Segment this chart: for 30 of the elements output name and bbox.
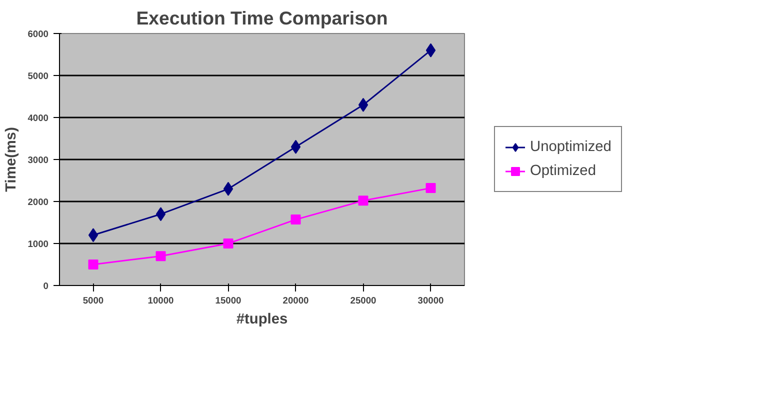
point bbox=[426, 183, 436, 194]
y-tick-label: 6000 bbox=[28, 29, 49, 39]
x-axis-title: #tuples bbox=[236, 312, 288, 328]
x-tick-label: 5000 bbox=[82, 296, 104, 306]
y-tick-label: 1000 bbox=[28, 239, 49, 249]
point bbox=[156, 207, 166, 222]
point bbox=[156, 251, 166, 262]
point bbox=[88, 228, 98, 242]
y-tick-label: 5000 bbox=[28, 71, 49, 81]
x-tick-label: 15000 bbox=[215, 296, 242, 306]
legend-label: Unoptimized bbox=[530, 139, 612, 155]
y-axis-title: Time(ms) bbox=[4, 126, 20, 192]
point bbox=[88, 260, 98, 270]
point bbox=[223, 182, 234, 196]
point bbox=[223, 238, 234, 248]
point bbox=[358, 196, 368, 206]
chart-title: Execution Time Comparison bbox=[136, 8, 388, 28]
x-tick-label: 10000 bbox=[148, 296, 174, 306]
point bbox=[426, 43, 436, 58]
point bbox=[290, 214, 301, 225]
x-tick-label: 30000 bbox=[418, 296, 444, 306]
y-tick-label: 0 bbox=[43, 281, 49, 291]
y-tick-label: 2000 bbox=[28, 197, 49, 207]
point bbox=[290, 140, 301, 154]
point bbox=[358, 98, 368, 112]
legend-label: Optimized bbox=[530, 163, 596, 179]
x-tick-label: 25000 bbox=[350, 296, 376, 306]
x-tick-label: 20000 bbox=[282, 296, 309, 306]
y-tick-label: 4000 bbox=[28, 113, 49, 123]
y-tick-label: 3000 bbox=[28, 155, 49, 165]
